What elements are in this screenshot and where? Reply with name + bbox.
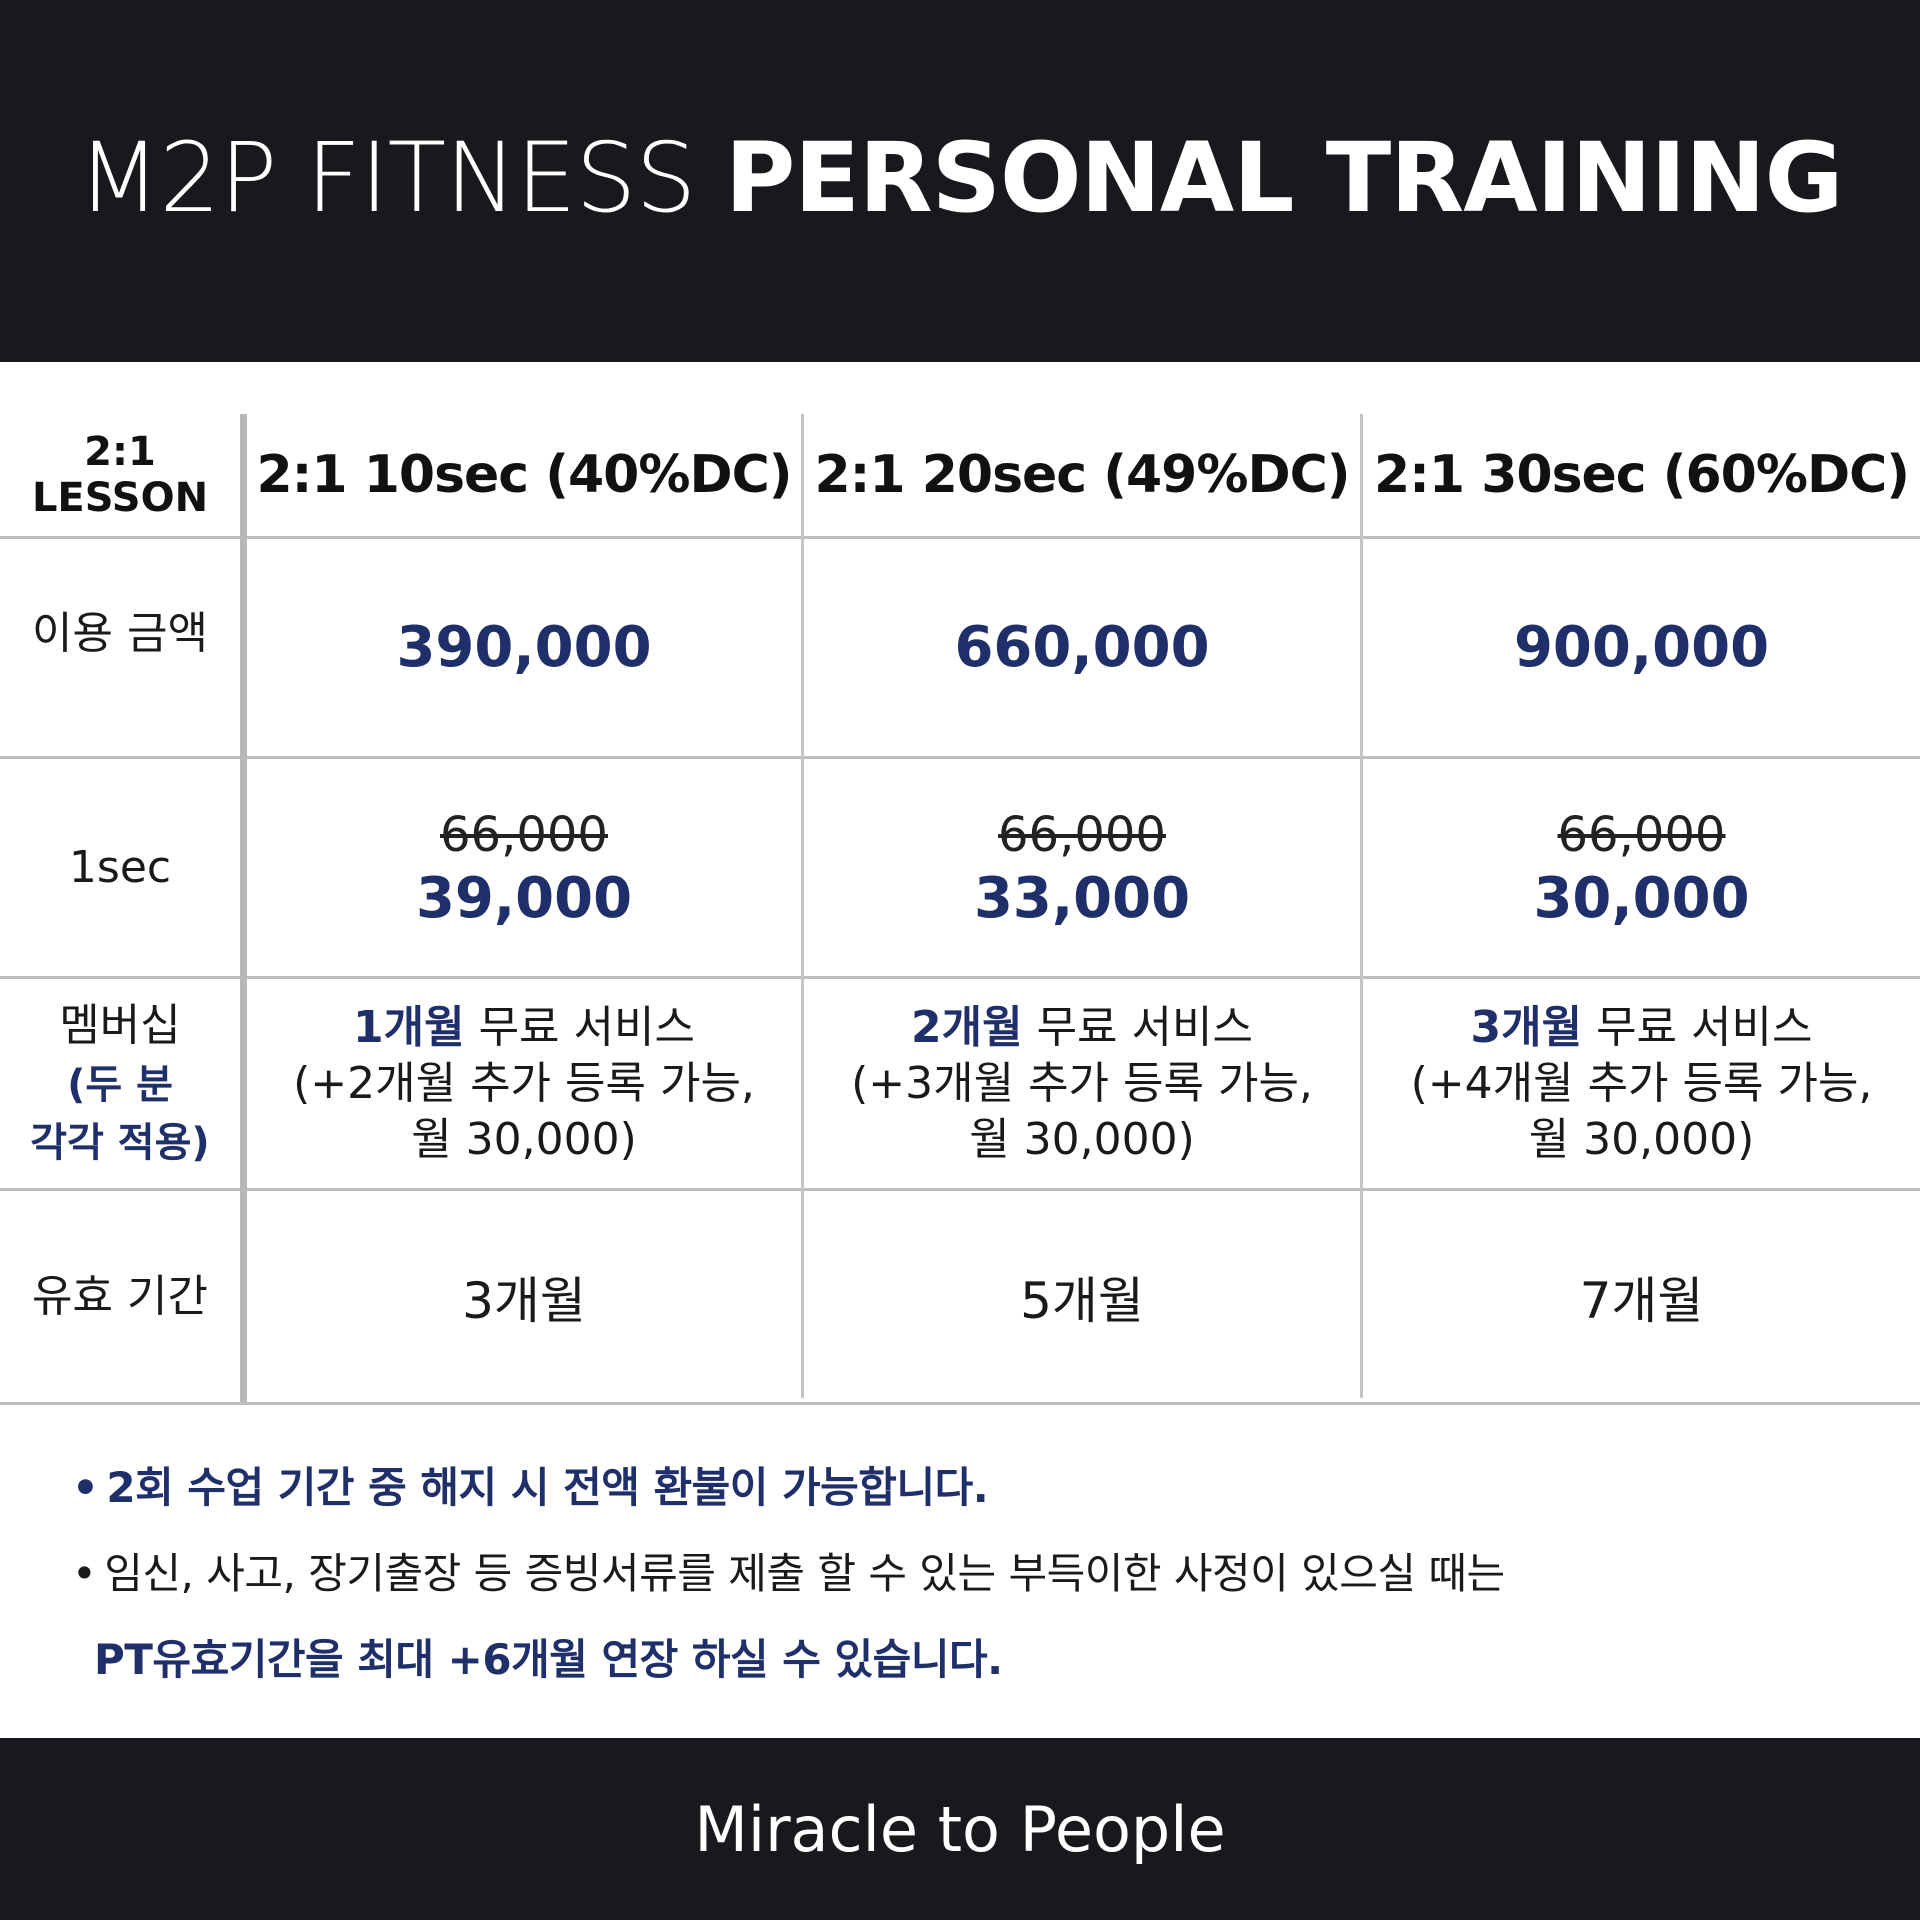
row-label-text: 멤버십 [59, 999, 181, 1051]
membership-detail: 월 30,000) [969, 1113, 1195, 1165]
membership-detail: (+3개월 추가 등록 가능, [851, 1057, 1313, 1109]
discounted-price: 33,000 [973, 865, 1191, 931]
note-text: PT유효기간을 최대 +6개월 연장 하실 수 있습니다. [94, 1635, 1003, 1684]
column-header-label: 2:1 30sec (60%DC) [1373, 445, 1910, 505]
column-header: 2:1 30sec (60%DC) [1363, 414, 1920, 536]
validity-value: 7개월 [1579, 1271, 1704, 1330]
column-header: 2:1 20sec (49%DC) [804, 414, 1360, 536]
row-label-text: 1sec [68, 841, 172, 893]
membership-detail: (+4개월 추가 등록 가능, [1410, 1057, 1873, 1109]
price-cell: 900,000 [1363, 539, 1920, 756]
membership-detail: 월 30,000) [411, 1113, 637, 1165]
membership-text: 무료 서비스 [1022, 1001, 1253, 1053]
membership-highlight: 1개월 [353, 1001, 465, 1053]
header-band: M2P FITNESS PERSONAL TRAINING [0, 0, 1920, 362]
corner-label: 2:1 LESSON [0, 414, 240, 536]
footer-band: Miracle to People [0, 1738, 1920, 1920]
column-header: 2:1 10sec (40%DC) [247, 414, 801, 536]
discounted-price: 39,000 [415, 865, 633, 931]
corner-label-line2: LESSON [31, 475, 209, 521]
per-session-cell: 66,000 39,000 [247, 759, 801, 976]
row-label-per-session: 1sec [0, 759, 240, 976]
note-text: 2회 수업 기간 중 해지 시 전액 환불이 가능합니다. [106, 1463, 989, 1512]
corner-label-line1: 2:1 [84, 429, 156, 475]
note-extension-condition: • 임신, 사고, 장기출장 등 증빙서류를 제출 할 수 있는 부득이한 사정이… [72, 1540, 1505, 1601]
row-label-note: (두 분 [67, 1061, 173, 1108]
row-label-membership: 멤버십 (두 분 각각 적용) [0, 979, 240, 1188]
grid-line [0, 536, 1920, 539]
per-session-cell: 66,000 30,000 [1363, 759, 1920, 976]
membership-text: 무료 서비스 [1582, 1001, 1813, 1053]
membership-cell: 1개월 무료 서비스 (+2개월 추가 등록 가능, 월 30,000) [247, 979, 801, 1188]
title-brand: M2P FITNESS [77, 122, 697, 234]
column-header-label: 2:1 10sec (40%DC) [256, 445, 792, 505]
title-program: PERSONAL TRAINING [724, 122, 1843, 234]
price-value: 900,000 [1513, 615, 1770, 680]
original-price: 66,000 [440, 806, 608, 863]
row-label-price: 이용 금액 [0, 539, 240, 729]
row-label-text: 유효 기간 [32, 1270, 208, 1322]
membership-detail: 월 30,000) [1528, 1113, 1755, 1165]
grid-line [0, 1188, 1920, 1191]
row-label-note: 각각 적용) [30, 1119, 210, 1166]
grid-line [0, 1402, 1920, 1405]
price-value: 660,000 [954, 615, 1210, 680]
grid-line [0, 976, 1920, 979]
grid-line [1360, 414, 1363, 1398]
note-extension: PT유효기간을 최대 +6개월 연장 하실 수 있습니다. [94, 1626, 1003, 1687]
note-text: 임신, 사고, 장기출장 등 증빙서류를 제출 할 수 있는 부득이한 사정이 … [104, 1549, 1505, 1598]
membership-highlight: 3개월 [1470, 1001, 1583, 1053]
membership-highlight: 2개월 [911, 1001, 1023, 1053]
footer-slogan: Miracle to People [694, 1792, 1226, 1866]
row-label-text: 이용 금액 [32, 608, 208, 659]
row-label-validity: 유효 기간 [0, 1191, 240, 1402]
discounted-price: 30,000 [1533, 865, 1750, 931]
membership-cell: 2개월 무료 서비스 (+3개월 추가 등록 가능, 월 30,000) [804, 979, 1360, 1188]
page-title: M2P FITNESS PERSONAL TRAINING [77, 122, 1844, 234]
column-header-label: 2:1 20sec (49%DC) [814, 445, 1350, 505]
membership-text: 무료 서비스 [464, 1001, 695, 1053]
original-price: 66,000 [998, 806, 1166, 863]
validity-cell: 5개월 [804, 1191, 1360, 1402]
original-price: 66,000 [1557, 806, 1726, 863]
membership-detail: (+2개월 추가 등록 가능, [293, 1057, 755, 1109]
grid-line [240, 414, 247, 1402]
grid-line [0, 756, 1920, 759]
grid-line [801, 414, 804, 1398]
validity-cell: 3개월 [247, 1191, 801, 1402]
pricing-table: 2:1 LESSON 2:1 10sec (40%DC) 2:1 20sec (… [0, 362, 1920, 1405]
price-value: 390,000 [396, 615, 652, 680]
validity-cell: 7개월 [1363, 1191, 1920, 1402]
bullet-icon: • [72, 1549, 97, 1598]
bullet-icon: • [72, 1463, 99, 1512]
price-cell: 390,000 [247, 539, 801, 756]
membership-cell: 3개월 무료 서비스 (+4개월 추가 등록 가능, 월 30,000) [1363, 979, 1920, 1188]
note-refund: • 2회 수업 기간 중 해지 시 전액 환불이 가능합니다. [72, 1454, 989, 1515]
per-session-cell: 66,000 33,000 [804, 759, 1360, 976]
validity-value: 5개월 [1020, 1271, 1144, 1330]
price-cell: 660,000 [804, 539, 1360, 756]
validity-value: 3개월 [462, 1271, 586, 1330]
